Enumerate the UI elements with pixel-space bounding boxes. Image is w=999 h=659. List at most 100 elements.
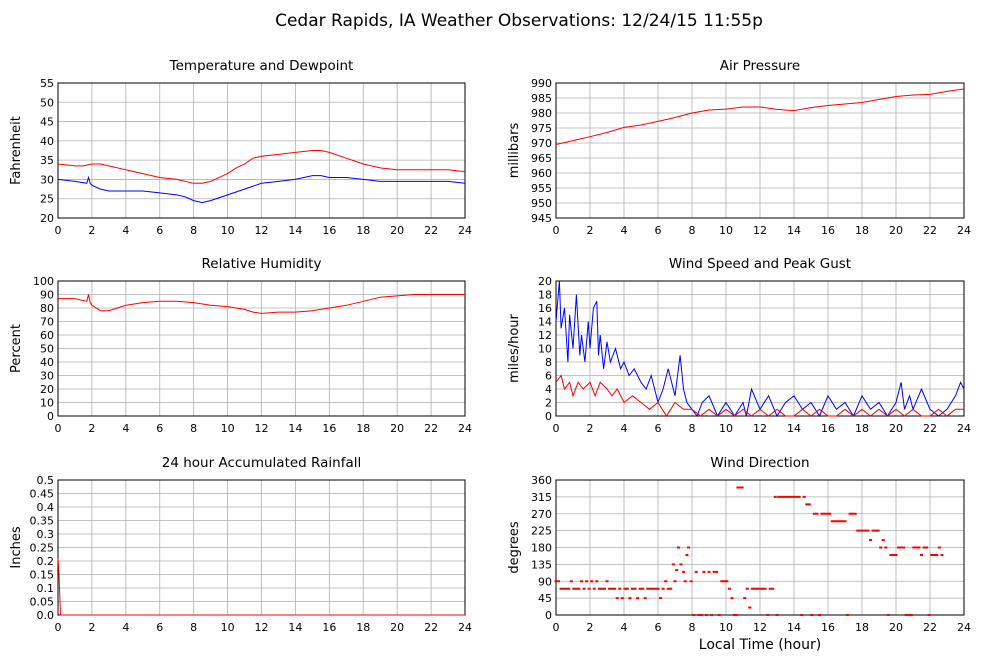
data-point — [869, 539, 872, 541]
data-point — [758, 587, 762, 590]
data-point — [740, 486, 744, 489]
y-tick-label: 950 — [531, 197, 552, 210]
data-point — [620, 597, 624, 600]
x-tick-label: 16 — [821, 621, 835, 634]
x-tick-label: 20 — [390, 422, 404, 435]
data-point — [646, 587, 650, 590]
x-tick-label: 0 — [55, 621, 62, 634]
y-tick-label: 18 — [538, 289, 552, 302]
data-point — [812, 512, 816, 515]
data-point — [800, 614, 804, 616]
data-point — [856, 529, 860, 532]
data-point — [733, 614, 736, 616]
y-tick-label: 14 — [538, 316, 552, 329]
data-point — [689, 580, 693, 583]
y-axis-label: millibars — [507, 123, 522, 179]
x-tick-label: 8 — [689, 422, 696, 435]
x-tick-label: 10 — [719, 224, 733, 237]
y-axis-label: Percent — [9, 324, 24, 373]
data-point — [679, 563, 683, 566]
data-point — [784, 495, 788, 498]
series-line — [57, 558, 465, 616]
y-tick-label: 965 — [531, 152, 552, 165]
y-tick-label: 30 — [40, 173, 54, 186]
x-tick-label: 22 — [424, 422, 438, 435]
x-tick-label: 2 — [88, 224, 95, 237]
y-axis-label: miles/hour — [507, 313, 522, 382]
x-tick-label: 2 — [88, 621, 95, 634]
x-tick-label: 12 — [255, 224, 269, 237]
x-tick-label: 20 — [390, 621, 404, 634]
data-point — [653, 587, 657, 590]
x-tick-label: 6 — [156, 621, 163, 634]
data-point — [782, 495, 786, 498]
x-tick-label: 4 — [122, 422, 129, 435]
y-tick-label: 970 — [531, 137, 552, 150]
x-tick-label: 14 — [787, 224, 801, 237]
y-tick-label: 990 — [531, 77, 552, 90]
data-point — [582, 587, 586, 590]
y-tick-label: 180 — [531, 542, 552, 555]
data-point — [828, 512, 832, 515]
x-tick-label: 18 — [855, 621, 869, 634]
data-point — [661, 587, 665, 590]
data-point — [715, 570, 719, 573]
y-tick-label: 80 — [40, 302, 54, 315]
figure-title: Cedar Rapids, IA Weather Observations: 1… — [275, 11, 763, 31]
data-point — [559, 587, 563, 590]
data-point — [835, 520, 839, 523]
data-point — [914, 546, 918, 549]
data-point — [664, 580, 668, 583]
data-point — [858, 529, 862, 532]
y-tick-label: 0.35 — [30, 515, 55, 528]
data-point — [904, 614, 908, 616]
x-tick-label: 20 — [889, 224, 903, 237]
y-tick-label: 0.5 — [37, 474, 55, 487]
x-tick-label: 22 — [424, 224, 438, 237]
data-point — [795, 495, 799, 498]
x-tick-label: 22 — [923, 422, 937, 435]
x-tick-label: 10 — [221, 422, 235, 435]
data-point — [590, 580, 594, 583]
data-point — [861, 529, 865, 532]
y-tick-label: 0.0 — [37, 609, 55, 622]
data-point — [685, 554, 689, 556]
data-point — [771, 587, 775, 590]
series-line — [555, 374, 964, 417]
data-point — [846, 614, 850, 616]
data-point — [628, 597, 632, 600]
data-point — [789, 495, 793, 498]
data-point — [899, 546, 903, 549]
data-point — [625, 587, 629, 590]
plot-frame — [555, 479, 965, 616]
data-point — [600, 587, 604, 590]
x-tick-label: 22 — [424, 621, 438, 634]
y-tick-label: 985 — [531, 92, 552, 105]
data-point — [805, 503, 809, 506]
x-tick-label: 16 — [322, 621, 336, 634]
x-tick-label: 8 — [190, 422, 197, 435]
y-axis-label: Inches — [9, 526, 24, 568]
data-point — [725, 580, 729, 583]
data-point — [572, 587, 576, 590]
data-point — [922, 546, 926, 549]
data-point — [618, 587, 622, 590]
data-point — [585, 580, 589, 583]
y-tick-label: 0.05 — [30, 596, 55, 609]
chart-title: Wind Direction — [710, 455, 809, 471]
y-tick-label: 0 — [545, 410, 552, 423]
data-point — [633, 587, 637, 590]
data-point — [830, 520, 834, 523]
data-point — [802, 495, 806, 498]
y-tick-label: 315 — [531, 491, 552, 504]
data-point — [907, 614, 911, 616]
x-tick-label: 2 — [587, 422, 594, 435]
data-point — [577, 587, 581, 590]
x-tick-label: 18 — [356, 422, 370, 435]
